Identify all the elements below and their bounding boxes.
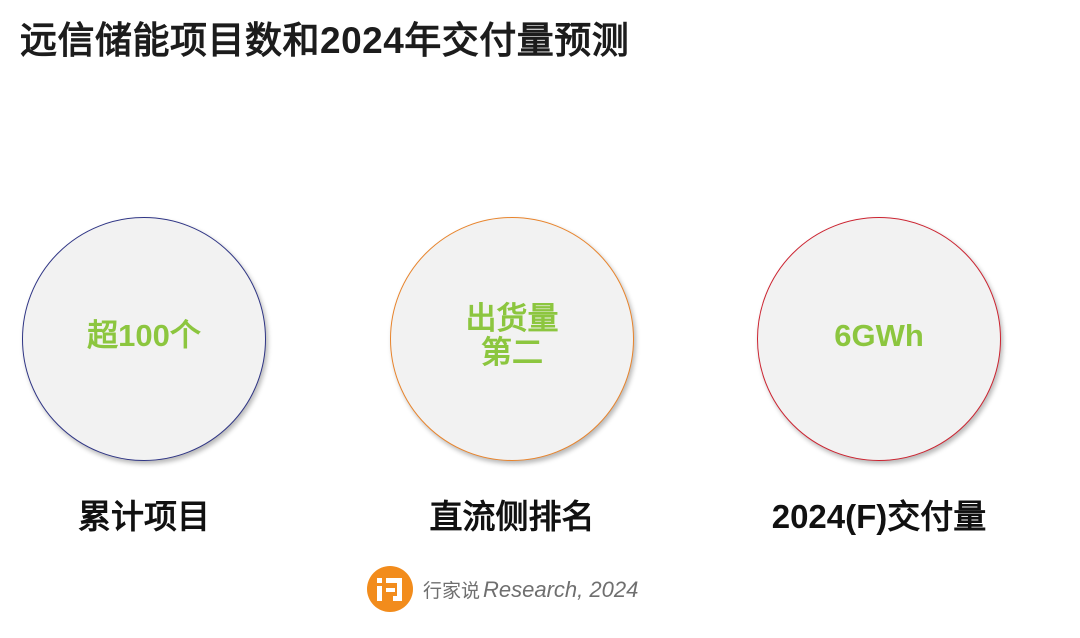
- caption-dc-rank: 直流侧排名: [429, 498, 595, 535]
- watermark-cn: 行家说: [423, 579, 481, 602]
- watermark-en: Research, 2024: [483, 576, 639, 602]
- caption-projects: 累计项目: [78, 498, 210, 535]
- stat-value-delivery: 6GWh: [834, 318, 924, 353]
- caption-delivery: 2024(F)交付量: [771, 498, 987, 535]
- watermark-text: 行家说 Research, 2024: [423, 576, 638, 603]
- stat-value-projects: 超100个: [87, 318, 201, 353]
- stat-value-dc-rank-line1: 出货量: [465, 301, 559, 336]
- stat-circle-projects: 超100个: [22, 217, 266, 461]
- watermark: 行家说 Research, 2024: [367, 566, 638, 612]
- page-title: 远信储能项目数和2024年交付量预测: [20, 20, 630, 61]
- xingjiashuo-logo-icon: [367, 566, 413, 612]
- stat-circle-delivery: 6GWh: [757, 217, 1001, 461]
- stat-value-dc-rank-line2: 第二: [481, 335, 543, 370]
- stat-circle-dc-rank: 出货量 第二: [390, 217, 634, 461]
